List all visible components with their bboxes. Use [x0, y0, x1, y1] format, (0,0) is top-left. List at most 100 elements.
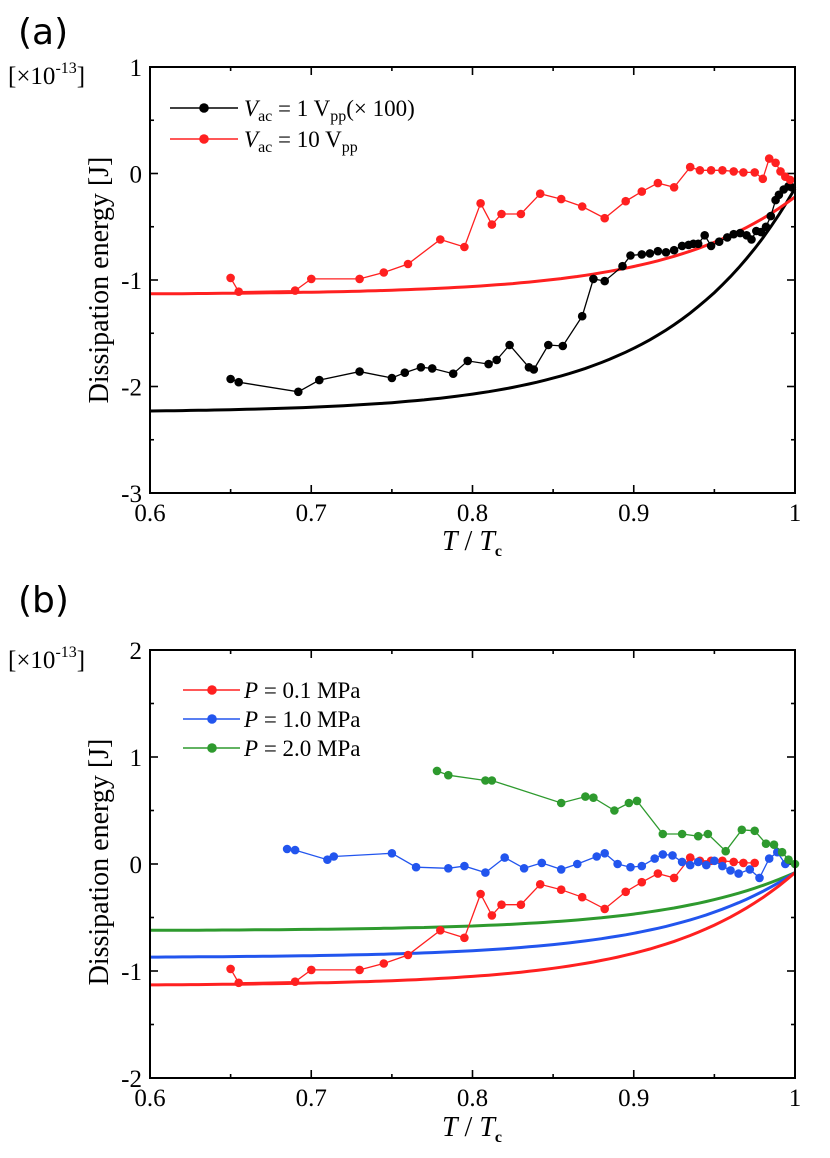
panel-b-y-axis: -2 -1 0 1 2: [121, 638, 795, 1093]
data-point: [492, 355, 502, 365]
fit-green: [150, 871, 796, 932]
data-point: [721, 846, 730, 856]
data-point: [500, 853, 510, 862]
series-line-1: [230, 157, 791, 293]
panel-b-x-axis-title: T / Tc: [442, 1112, 502, 1146]
legend-marker-red: [199, 134, 209, 144]
data-point: [771, 158, 780, 168]
x-tick-label: 0.7: [296, 1085, 327, 1112]
data-point: [556, 194, 566, 204]
legend-marker-red: [207, 685, 217, 695]
y-tick-label: 1: [130, 745, 143, 772]
data-point: [637, 877, 647, 887]
data-point: [411, 862, 421, 872]
data-point: [693, 239, 703, 249]
data-point: [600, 276, 609, 286]
data-point: [750, 168, 759, 177]
x-tick-label: 0.6: [134, 1085, 165, 1112]
data-point: [693, 831, 703, 841]
data-point: [750, 858, 759, 868]
data-point: [658, 829, 668, 839]
data-point: [558, 341, 568, 351]
panel-a-scale-factor: [×10-13]: [8, 60, 85, 90]
data-point: [600, 849, 609, 858]
data-point: [729, 857, 738, 867]
legend-entry-p-2-0: P = 2.0 MPa: [183, 736, 360, 761]
data-point: [487, 911, 497, 920]
y-tick-label: -3: [121, 481, 142, 508]
data-point: [516, 900, 526, 909]
data-point: [379, 959, 389, 968]
x-tick-label: 1: [789, 500, 802, 527]
data-point: [661, 248, 671, 257]
data-point: [436, 235, 445, 244]
data-point: [497, 209, 506, 219]
data-point: [624, 798, 634, 808]
data-point: [505, 340, 514, 350]
data-point: [577, 311, 587, 321]
fit-blue: [150, 871, 796, 959]
data-point: [226, 273, 235, 283]
data-point: [282, 844, 292, 854]
data-point: [355, 367, 364, 376]
data-point: [476, 199, 485, 208]
legend-marker-black: [199, 103, 209, 113]
data-point: [544, 340, 553, 350]
x-tick-label: 0.8: [457, 500, 488, 527]
panel-a-label: (a): [18, 12, 68, 53]
data-point: [669, 245, 679, 255]
data-point: [444, 770, 453, 780]
data-point: [481, 868, 490, 877]
data-point: [460, 933, 469, 943]
panel-b-label: (b): [18, 580, 69, 621]
data-point: [460, 242, 469, 252]
legend-entry-vac-10: Vac = 10 Vpp: [170, 127, 358, 156]
y-tick-label: -2: [121, 375, 142, 402]
data-point: [519, 864, 529, 873]
panel-b-legend: P = 0.1 MPa P = 1.0 MPa P = 2.0 MPa: [183, 678, 360, 761]
data-point: [535, 189, 545, 198]
x-tick-label: 0.9: [618, 500, 649, 527]
data-point: [589, 274, 598, 284]
data-point: [323, 855, 332, 864]
x-tick-label: 0.8: [457, 1085, 488, 1112]
data-point: [556, 798, 566, 808]
data-point: [729, 229, 738, 239]
data-point: [448, 369, 458, 379]
data-point: [784, 855, 793, 864]
data-point: [685, 860, 695, 870]
panel-b-y-axis-title: Dissipation energy [J]: [84, 739, 115, 986]
data-point: [714, 237, 724, 246]
data-point: [290, 286, 300, 295]
data-point: [626, 251, 635, 260]
data-point: [307, 274, 316, 284]
data-point: [613, 859, 622, 869]
data-point: [487, 776, 497, 785]
x-tick-label: 0.6: [134, 500, 165, 527]
data-point: [387, 373, 397, 383]
fit-black: [149, 187, 797, 413]
data-point: [734, 869, 743, 878]
data-point: [387, 849, 397, 858]
data-point: [432, 766, 442, 776]
data-point: [668, 851, 677, 860]
panel-b-series: [226, 766, 800, 988]
data-point: [487, 220, 497, 229]
data-point: [226, 964, 235, 974]
data-point: [645, 249, 655, 258]
data-point: [702, 860, 711, 870]
data-point: [755, 873, 764, 883]
data-point: [610, 806, 619, 815]
data-point: [685, 162, 695, 172]
data-point: [718, 861, 727, 871]
legend-marker-green: [207, 743, 217, 753]
data-point: [677, 857, 687, 867]
data-point: [315, 375, 324, 385]
data-point: [400, 368, 410, 378]
y-tick-label: 0: [130, 162, 143, 189]
data-point: [729, 167, 738, 176]
panel-a-fit-curves: [149, 187, 797, 413]
data-point: [764, 154, 774, 163]
panel-a-x-axis: 0.6 0.7 0.8 0.9 1: [134, 67, 801, 527]
data-point: [739, 858, 748, 868]
